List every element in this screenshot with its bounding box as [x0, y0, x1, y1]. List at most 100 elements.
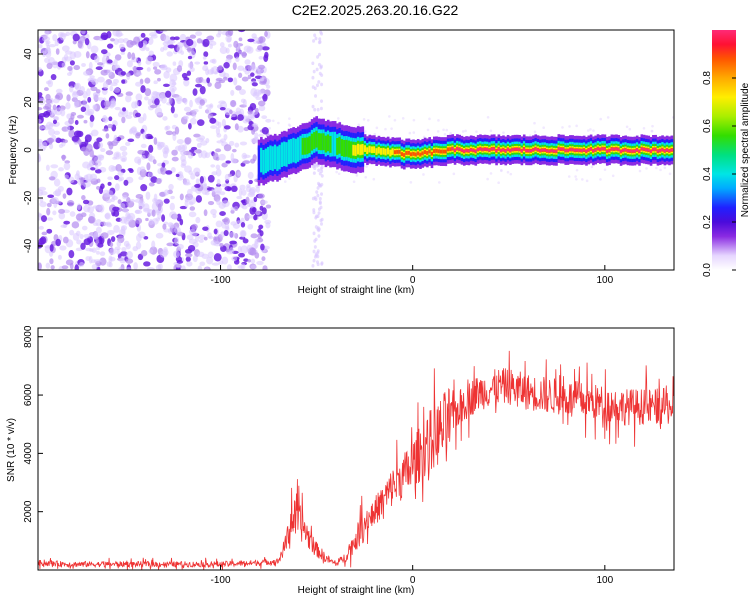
- spectrogram-noise-cell: [128, 168, 134, 173]
- spectrogram-noise-cell: [42, 124, 51, 131]
- spectrogram-noise-cell: [251, 82, 258, 87]
- spectrogram-noise-cell: [181, 144, 188, 151]
- spectrogram-noise-cell: [240, 263, 246, 270]
- spectrogram-noise-cell: [109, 242, 114, 248]
- spectrogram-noise-cell: [196, 38, 203, 44]
- spectrogram-faint-cell: [428, 117, 431, 121]
- spectrogram-noise-cell: [106, 69, 113, 76]
- spectrogram-ridge-cell: [322, 133, 325, 151]
- spectrogram-ridge-cell: [299, 135, 302, 161]
- spectrogram-noise-cell: [243, 258, 249, 262]
- spectrogram-noise-cell: [162, 116, 168, 121]
- spectrogram-xtick-label: -100: [211, 275, 231, 286]
- spectrogram-noise-cell: [159, 191, 166, 197]
- spectrogram-faint-cell: [271, 119, 275, 123]
- spectrogram-noise-cell: [186, 47, 195, 52]
- spectrogram-noise-cell: [148, 249, 154, 254]
- spectrogram-noise-cell: [258, 224, 264, 230]
- spectrogram-ridge-peak: [663, 149, 667, 153]
- spectrogram-noise-cell: [221, 256, 229, 265]
- spectrogram-ridge-peak: [472, 149, 475, 152]
- spectrogram-noise-cell: [140, 32, 146, 38]
- spectrogram-ridge-peak: [638, 150, 641, 153]
- spectrogram-noise-cell: [189, 117, 197, 125]
- spectrogram-noise-cell: [247, 215, 255, 219]
- spectrogram-noise-cell: [230, 89, 235, 96]
- spectrogram-noise-cell: [223, 144, 232, 152]
- spectrogram-noise-cell: [40, 236, 47, 245]
- spectrogram-column-cell: [311, 104, 315, 109]
- spectrogram-ridge-cell: [352, 144, 355, 156]
- spectrogram-faint-cell: [422, 135, 426, 139]
- spectrogram-noise-cell: [250, 158, 256, 164]
- spectrogram-noise-cell: [97, 62, 104, 66]
- spectrogram-ridge-cell: [273, 144, 277, 170]
- spectrogram-noise-cell: [195, 195, 202, 203]
- spectrogram-column-cell: [313, 239, 317, 243]
- spectrogram-noise-cell: [171, 87, 175, 96]
- spectrogram-noise-cell: [261, 256, 266, 262]
- spectrogram-ridge-peak: [527, 149, 531, 153]
- spectrogram-noise-cell: [96, 178, 101, 184]
- spectrogram-noise-cell: [38, 112, 47, 118]
- spectrogram-noise-cell: [188, 211, 197, 218]
- spectrogram-noise-cell: [102, 116, 109, 123]
- spectrogram-noise-cell: [107, 59, 113, 64]
- spectrogram-faint-cell: [574, 175, 577, 178]
- spectrogram-noise-cell: [125, 258, 134, 264]
- spectrogram-noise-cell: [162, 83, 170, 87]
- spectrogram-noise-cell: [53, 178, 61, 187]
- spectrogram-noise-cell: [231, 256, 238, 262]
- spectrogram-noise-cell: [219, 46, 228, 55]
- spectrogram-noise-cell: [46, 228, 53, 234]
- spectrogram-noise-cell: [190, 146, 198, 151]
- spectrogram-faint-cell: [364, 175, 368, 179]
- spectrogram-ridge-cell: [379, 148, 383, 155]
- spectrogram-noise-cell: [46, 217, 54, 221]
- spectrogram-noise-cell: [105, 198, 112, 204]
- spectrogram-ridge-peak: [562, 147, 565, 151]
- spectrogram-noise-cell: [176, 138, 184, 145]
- spectrogram-ridge-peak: [552, 149, 556, 153]
- spectrogram-noise-cell: [59, 245, 67, 251]
- spectrogram-noise-cell: [148, 144, 154, 153]
- spectrogram-noise-cell: [195, 31, 203, 37]
- spectrogram-noise-cell: [49, 244, 54, 252]
- colorbar: 0.0 0.2 0.4 0.6 0.8 Normalized spectral ampl…: [702, 30, 750, 277]
- spectrogram-noise-cell: [114, 106, 121, 111]
- spectrogram-ytick-label: 20: [23, 96, 34, 108]
- spectrogram-noise-cell: [83, 238, 92, 246]
- spectrogram-noise-cell: [82, 99, 87, 108]
- spectrogram-noise-cell: [254, 107, 259, 114]
- spectrogram-ridge-cell: [409, 152, 413, 157]
- spectrogram-noise-cell: [96, 185, 101, 190]
- spectrogram-noise-cell: [223, 229, 229, 237]
- spectrogram-noise-cell: [129, 127, 137, 134]
- spectrogram-ridge-cell: [412, 151, 415, 156]
- spectrogram-faint-cell: [575, 124, 578, 128]
- spectrogram-faint-cell: [638, 169, 642, 173]
- spectrogram-ridge-peak: [645, 148, 648, 151]
- spectrogram-noise-cell: [54, 188, 62, 197]
- spectrogram-noise-cell: [227, 30, 234, 37]
- spectrogram-noise-cell: [74, 120, 79, 126]
- spectrogram-noise-cell: [70, 112, 77, 116]
- spectrogram-ridge-cell: [280, 142, 284, 167]
- spectrogram-noise-cell: [230, 185, 238, 193]
- spectrogram-ridge-peak: [502, 148, 505, 152]
- spectrogram-noise-cell: [223, 62, 230, 69]
- spectrogram-noise-cell: [237, 125, 244, 133]
- spectrogram-ridge-cell: [269, 145, 272, 171]
- spectrogram-noise-cell: [218, 64, 223, 71]
- spectrogram-noise-cell: [186, 261, 193, 267]
- spectrogram-noise-cell: [104, 212, 111, 220]
- spectrogram-noise-cell: [261, 127, 269, 135]
- spectrogram-noise-cell: [173, 250, 180, 259]
- spectrogram-noise-cell: [159, 250, 168, 258]
- spectrogram-noise-cell: [130, 198, 135, 203]
- spectrogram-noise-cell: [218, 79, 226, 84]
- snr-plot-area: [38, 328, 674, 570]
- spectrogram-column-cell: [316, 193, 320, 198]
- spectrogram-ridge-cell: [389, 149, 392, 157]
- spectrogram-ridge-cell: [262, 149, 265, 175]
